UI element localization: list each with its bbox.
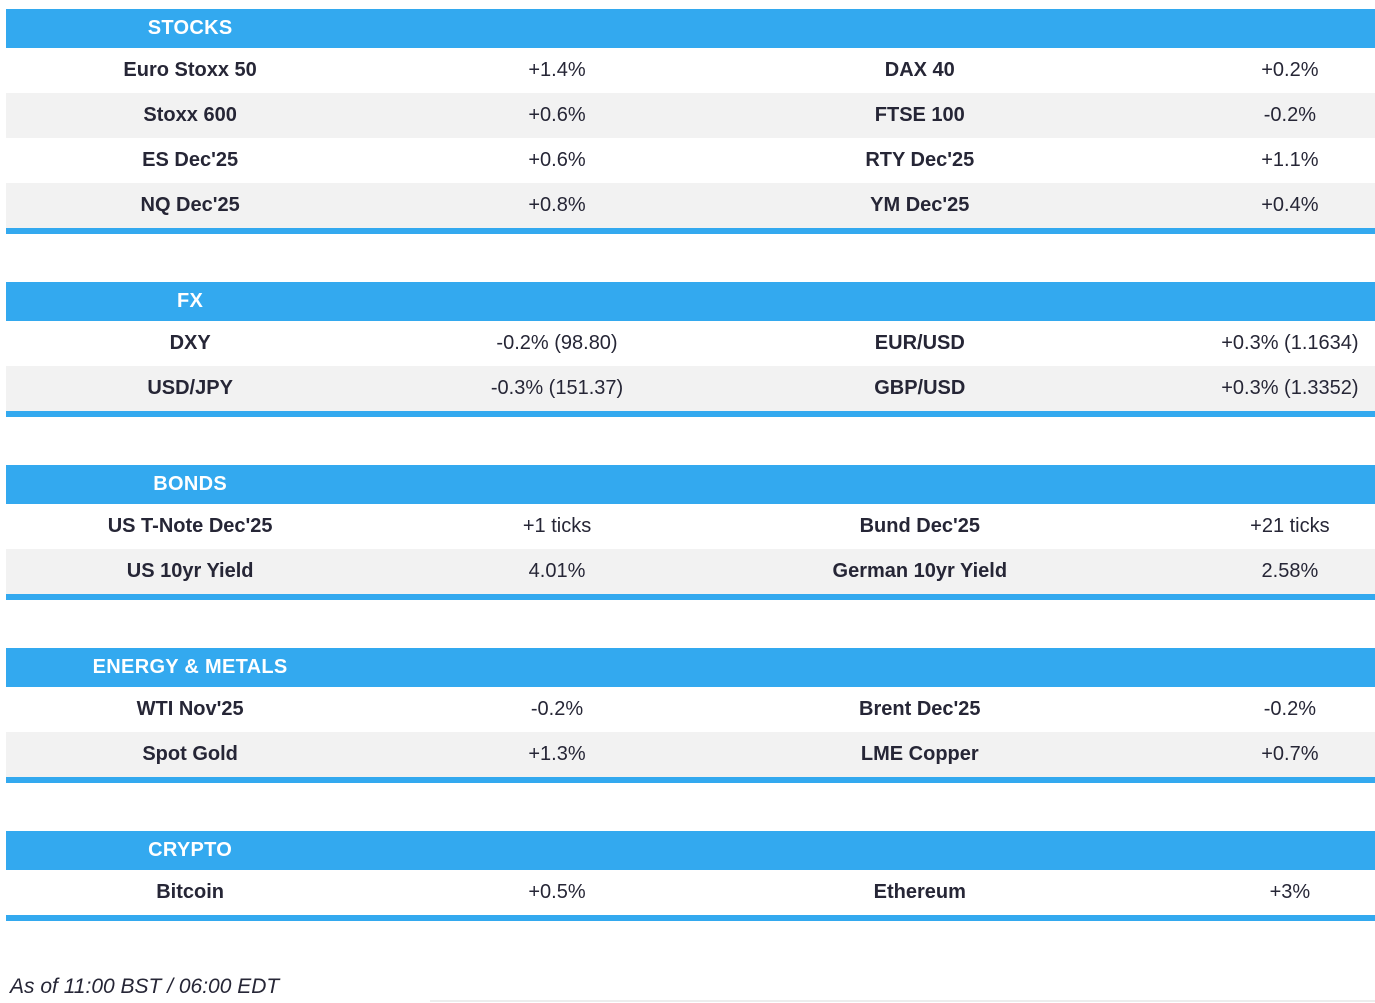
instrument-change: 4.01% (528, 560, 586, 582)
instrument-change: +0.3% (1.1634) (1221, 332, 1359, 354)
section-header-bar: BONDS (6, 465, 1375, 504)
instrument-label: Ethereum (873, 881, 966, 903)
instrument-label: LME Copper (860, 743, 979, 765)
instrument-label: Brent Dec'25 (859, 698, 981, 720)
market-tables: STOCKS Euro Stoxx 50 +1.4% DAX 40 +0.2% Stoxx… (6, 9, 1375, 921)
market-section: BONDS US T-Note Dec'25 +1 ticks Bund Dec'25… (6, 465, 1375, 600)
instrument-label: USD/JPY (147, 377, 233, 399)
instrument-change: +0.2% (1261, 59, 1319, 81)
instrument-change: +1.3% (528, 743, 586, 765)
table-row: DXY -0.2% (98.80) EUR/USD +0.3% (1.1634) (6, 321, 1375, 366)
table-row: US T-Note Dec'25 +1 ticks Bund Dec'25 +21 t… (6, 504, 1375, 549)
table-row: NQ Dec'25 +0.8% YM Dec'25 +0.4% (6, 183, 1375, 228)
section-title: CRYPTO (148, 839, 233, 861)
instrument-label: NQ Dec'25 (140, 194, 240, 216)
market-section: ENERGY & METALS WTI Nov'25 -0.2% Brent Dec'… (6, 648, 1375, 783)
instrument-label: FTSE 100 (874, 104, 965, 126)
instrument-change: -0.2% (98.80) (496, 332, 618, 354)
instrument-change: +0.3% (1.3352) (1221, 377, 1359, 399)
section-title: BONDS (153, 473, 227, 495)
instrument-change: -0.3% (151.37) (490, 377, 624, 399)
table-row: ES Dec'25 +0.6% RTY Dec'25 +1.1% (6, 138, 1375, 183)
section-title: STOCKS (147, 17, 233, 39)
market-section: CRYPTO Bitcoin +0.5% Ethereum +3% (6, 831, 1375, 921)
instrument-label: Bund Dec'25 (859, 515, 980, 537)
section-underline (6, 777, 1375, 783)
instrument-label: YM Dec'25 (870, 194, 970, 216)
instrument-label: DAX 40 (884, 59, 955, 81)
instrument-label: Bitcoin (156, 881, 225, 903)
section-underline (6, 915, 1375, 921)
market-section: FX DXY -0.2% (98.80) EUR/USD +0.3% (1.1634) U… (6, 282, 1375, 417)
section-underline (6, 228, 1375, 234)
section-header-bar: ENERGY & METALS (6, 648, 1375, 687)
section-header-bar: CRYPTO (6, 831, 1375, 870)
instrument-change: +0.7% (1261, 743, 1319, 765)
instrument-change: +21 ticks (1250, 515, 1330, 537)
instrument-label: WTI Nov'25 (136, 698, 244, 720)
instrument-label: Euro Stoxx 50 (123, 59, 257, 81)
section-header-bar: FX (6, 282, 1375, 321)
instrument-label: EUR/USD (874, 332, 965, 354)
instrument-change: +0.4% (1261, 194, 1319, 216)
instrument-change: -0.2% (1263, 104, 1317, 126)
section-title: ENERGY & METALS (92, 656, 288, 678)
table-row: Euro Stoxx 50 +1.4% DAX 40 +0.2% (6, 48, 1375, 93)
instrument-label: Spot Gold (142, 743, 238, 765)
instrument-change: +1 ticks (522, 515, 592, 537)
as-of-note: As of 11:00 BST / 06:00 EDT (10, 975, 280, 998)
instrument-change: +0.6% (528, 149, 586, 171)
instrument-change: +1.1% (1261, 149, 1319, 171)
instrument-label: RTY Dec'25 (865, 149, 975, 171)
instrument-label: GBP/USD (874, 377, 966, 399)
bottom-divider (430, 1000, 1375, 1002)
instrument-label: DXY (169, 332, 211, 354)
instrument-change: +0.6% (528, 104, 586, 126)
table-row: Spot Gold +1.3% LME Copper +0.7% (6, 732, 1375, 777)
instrument-change: -0.2% (530, 698, 584, 720)
market-section: STOCKS Euro Stoxx 50 +1.4% DAX 40 +0.2% Stoxx… (6, 9, 1375, 234)
table-row: WTI Nov'25 -0.2% Brent Dec'25 -0.2% (6, 687, 1375, 732)
instrument-label: US 10yr Yield (126, 560, 254, 582)
instrument-label: German 10yr Yield (832, 560, 1008, 582)
table-row: Bitcoin +0.5% Ethereum +3% (6, 870, 1375, 915)
instrument-change: 2.58% (1261, 560, 1319, 582)
instrument-change: +0.5% (528, 881, 586, 903)
instrument-change: +0.8% (528, 194, 586, 216)
instrument-label: US T-Note Dec'25 (107, 515, 273, 537)
instrument-label: Stoxx 600 (143, 104, 237, 126)
instrument-label: ES Dec'25 (142, 149, 239, 171)
instrument-change: -0.2% (1263, 698, 1317, 720)
instrument-change: +1.4% (528, 59, 586, 81)
table-row: US 10yr Yield 4.01% German 10yr Yield 2.58% (6, 549, 1375, 594)
section-underline (6, 411, 1375, 417)
instrument-change: +3% (1269, 881, 1311, 903)
section-header-bar: STOCKS (6, 9, 1375, 48)
table-row: USD/JPY -0.3% (151.37) GBP/USD +0.3% (1.335… (6, 366, 1375, 411)
section-underline (6, 594, 1375, 600)
table-row: Stoxx 600 +0.6% FTSE 100 -0.2% (6, 93, 1375, 138)
section-title: FX (177, 290, 204, 312)
